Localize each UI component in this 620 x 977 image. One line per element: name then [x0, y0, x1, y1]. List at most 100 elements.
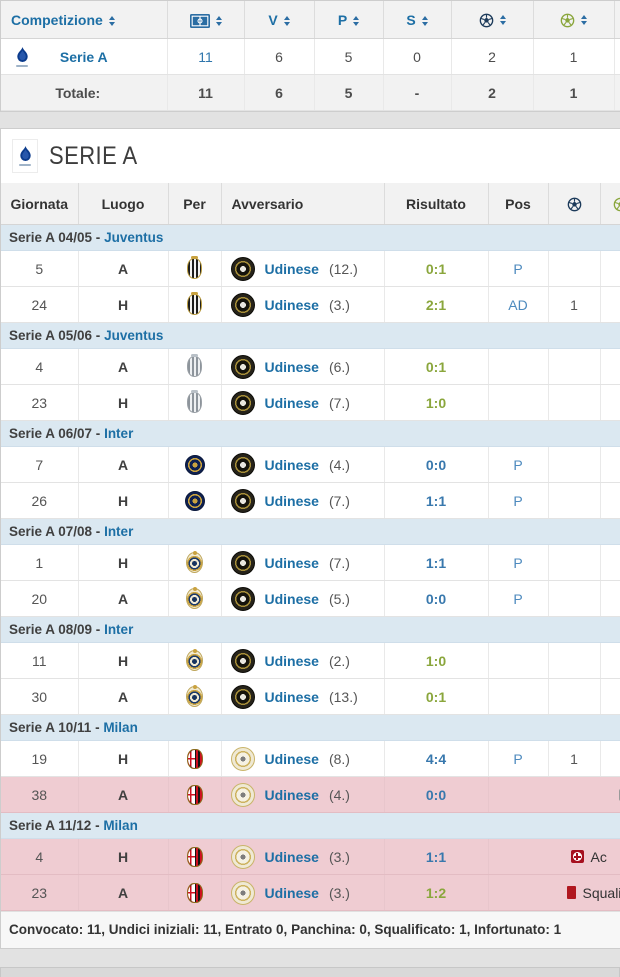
- season-team-link[interactable]: Inter: [104, 426, 133, 441]
- opponent-link[interactable]: Udinese: [265, 885, 319, 901]
- matches-col-label: Giornata: [10, 196, 68, 212]
- injury-icon: [571, 850, 584, 863]
- opponent-rank: (13.): [329, 689, 358, 705]
- udinese-light-crest-icon[interactable]: [231, 747, 255, 771]
- matches-col-Avversario[interactable]: Avversario: [221, 183, 384, 225]
- milan-crest-icon[interactable]: [187, 847, 203, 867]
- udinese-light-crest-icon[interactable]: [231, 881, 255, 905]
- total-value-cell: 6: [244, 75, 314, 111]
- udinese-dark-crest-icon[interactable]: [231, 391, 255, 415]
- matches-col-Giornata[interactable]: Giornata: [1, 183, 78, 225]
- summary-col-clipped-column[interactable]: [614, 1, 620, 39]
- opponent-link[interactable]: Udinese: [265, 787, 319, 803]
- udinese-dark-crest-icon[interactable]: [231, 489, 255, 513]
- udinese-light-crest-icon[interactable]: [231, 783, 255, 807]
- season-label: Serie A 04/05 -: [9, 230, 104, 245]
- summary-col-competition[interactable]: Competizione: [1, 1, 167, 39]
- risultato-cell: 0:0: [384, 447, 488, 483]
- matches-col-Per[interactable]: Per: [168, 183, 221, 225]
- milan-crest-icon[interactable]: [187, 749, 203, 769]
- opponent-link[interactable]: Udinese: [265, 359, 319, 375]
- udinese-dark-crest-icon[interactable]: [231, 257, 255, 281]
- pitch-icon: [190, 14, 210, 28]
- match-note-text: Squalifi: [583, 885, 620, 901]
- avversario-cell: Udinese(4.): [221, 447, 384, 483]
- opponent-rank: (3.): [329, 849, 350, 865]
- season-team-link[interactable]: Juventus: [104, 328, 163, 343]
- matches-col-Risultato[interactable]: Risultato: [384, 183, 488, 225]
- udinese-dark-crest-icon[interactable]: [231, 587, 255, 611]
- opponent-link[interactable]: Udinese: [265, 591, 319, 607]
- inter-star-crest-icon[interactable]: [186, 552, 203, 573]
- season-section-cell: Serie A 11/12 - Milan: [1, 813, 620, 839]
- summary-col-goals[interactable]: [451, 1, 533, 39]
- inter-star-crest-icon[interactable]: [186, 650, 203, 671]
- juventus-old-crest-icon[interactable]: [187, 258, 202, 279]
- result-value: 1:1: [426, 493, 446, 509]
- summary-col-losses[interactable]: S: [383, 1, 451, 39]
- matches-col-ball-icon[interactable]: [548, 183, 600, 225]
- juventus-silver-crest-icon[interactable]: [187, 356, 202, 377]
- opponent-link[interactable]: Udinese: [265, 689, 319, 705]
- season-team-link[interactable]: Milan: [103, 720, 138, 735]
- summary-col-matches[interactable]: [167, 1, 244, 39]
- udinese-dark-crest-icon[interactable]: [231, 293, 255, 317]
- luogo-cell: H: [78, 741, 168, 777]
- juventus-old-crest-icon[interactable]: [187, 294, 202, 315]
- summary-col-wins[interactable]: V: [244, 1, 314, 39]
- season-team-link[interactable]: Juventus: [104, 230, 163, 245]
- competition-link[interactable]: Serie A: [60, 49, 108, 65]
- serie-a-logo[interactable]: [12, 44, 32, 70]
- udinese-light-crest-icon[interactable]: [231, 845, 255, 869]
- giornata-cell: 11: [1, 643, 78, 679]
- summary-col-draws[interactable]: P: [314, 1, 383, 39]
- udinese-dark-crest-icon[interactable]: [231, 355, 255, 379]
- opponent-link[interactable]: Udinese: [265, 493, 319, 509]
- opponent-link[interactable]: Udinese: [265, 653, 319, 669]
- season-team-link[interactable]: Inter: [104, 524, 133, 539]
- summary-col-label-losses: S: [406, 12, 415, 28]
- pos-cell: P: [488, 581, 548, 617]
- inter-star-crest-icon[interactable]: [186, 686, 203, 707]
- match-note: Squalifi: [489, 885, 620, 901]
- milan-crest-icon[interactable]: [187, 883, 203, 903]
- matches-col-Pos[interactable]: Pos: [488, 183, 548, 225]
- season-team-link[interactable]: Milan: [103, 818, 138, 833]
- summary-col-assists[interactable]: [533, 1, 614, 39]
- matches-col-assist-ball-icon[interactable]: [600, 183, 620, 225]
- match-note: [489, 789, 620, 801]
- giornata-cell: 23: [1, 875, 78, 911]
- result-value: 0:1: [426, 261, 446, 277]
- inter-old-crest-icon[interactable]: [185, 491, 205, 511]
- summary-col-label-competition: Competizione: [11, 12, 103, 28]
- season-team-link[interactable]: Inter: [104, 622, 133, 637]
- competition-cell: Serie A: [1, 39, 167, 75]
- juventus-silver-crest-icon[interactable]: [187, 392, 202, 413]
- goals-cell: [548, 447, 600, 483]
- match-note: Ac: [489, 849, 620, 865]
- season-label: Serie A 08/09 -: [9, 622, 104, 637]
- milan-crest-icon[interactable]: [187, 785, 203, 805]
- summary-value-cell: 1: [533, 39, 614, 75]
- udinese-dark-crest-icon[interactable]: [231, 453, 255, 477]
- opponent-link[interactable]: Udinese: [265, 751, 319, 767]
- opponent-link[interactable]: Udinese: [265, 395, 319, 411]
- opponent-wrap: Udinese(2.): [222, 649, 384, 673]
- opponent-link[interactable]: Udinese: [265, 555, 319, 571]
- udinese-dark-crest-icon[interactable]: [231, 685, 255, 709]
- opponent-link[interactable]: Udinese: [265, 297, 319, 313]
- result-value: 1:0: [426, 395, 446, 411]
- udinese-dark-crest-icon[interactable]: [231, 649, 255, 673]
- luogo-cell: A: [78, 447, 168, 483]
- matches-col-Luogo[interactable]: Luogo: [78, 183, 168, 225]
- per-crest-cell: [168, 741, 221, 777]
- inter-star-crest-icon[interactable]: [186, 588, 203, 609]
- opponent-link[interactable]: Udinese: [265, 849, 319, 865]
- giornata-cell: 38: [1, 777, 78, 813]
- opponent-link[interactable]: Udinese: [265, 457, 319, 473]
- udinese-dark-crest-icon[interactable]: [231, 551, 255, 575]
- opponent-link[interactable]: Udinese: [265, 261, 319, 277]
- inter-old-crest-icon[interactable]: [185, 455, 205, 475]
- matches-count-link[interactable]: 11: [198, 49, 213, 65]
